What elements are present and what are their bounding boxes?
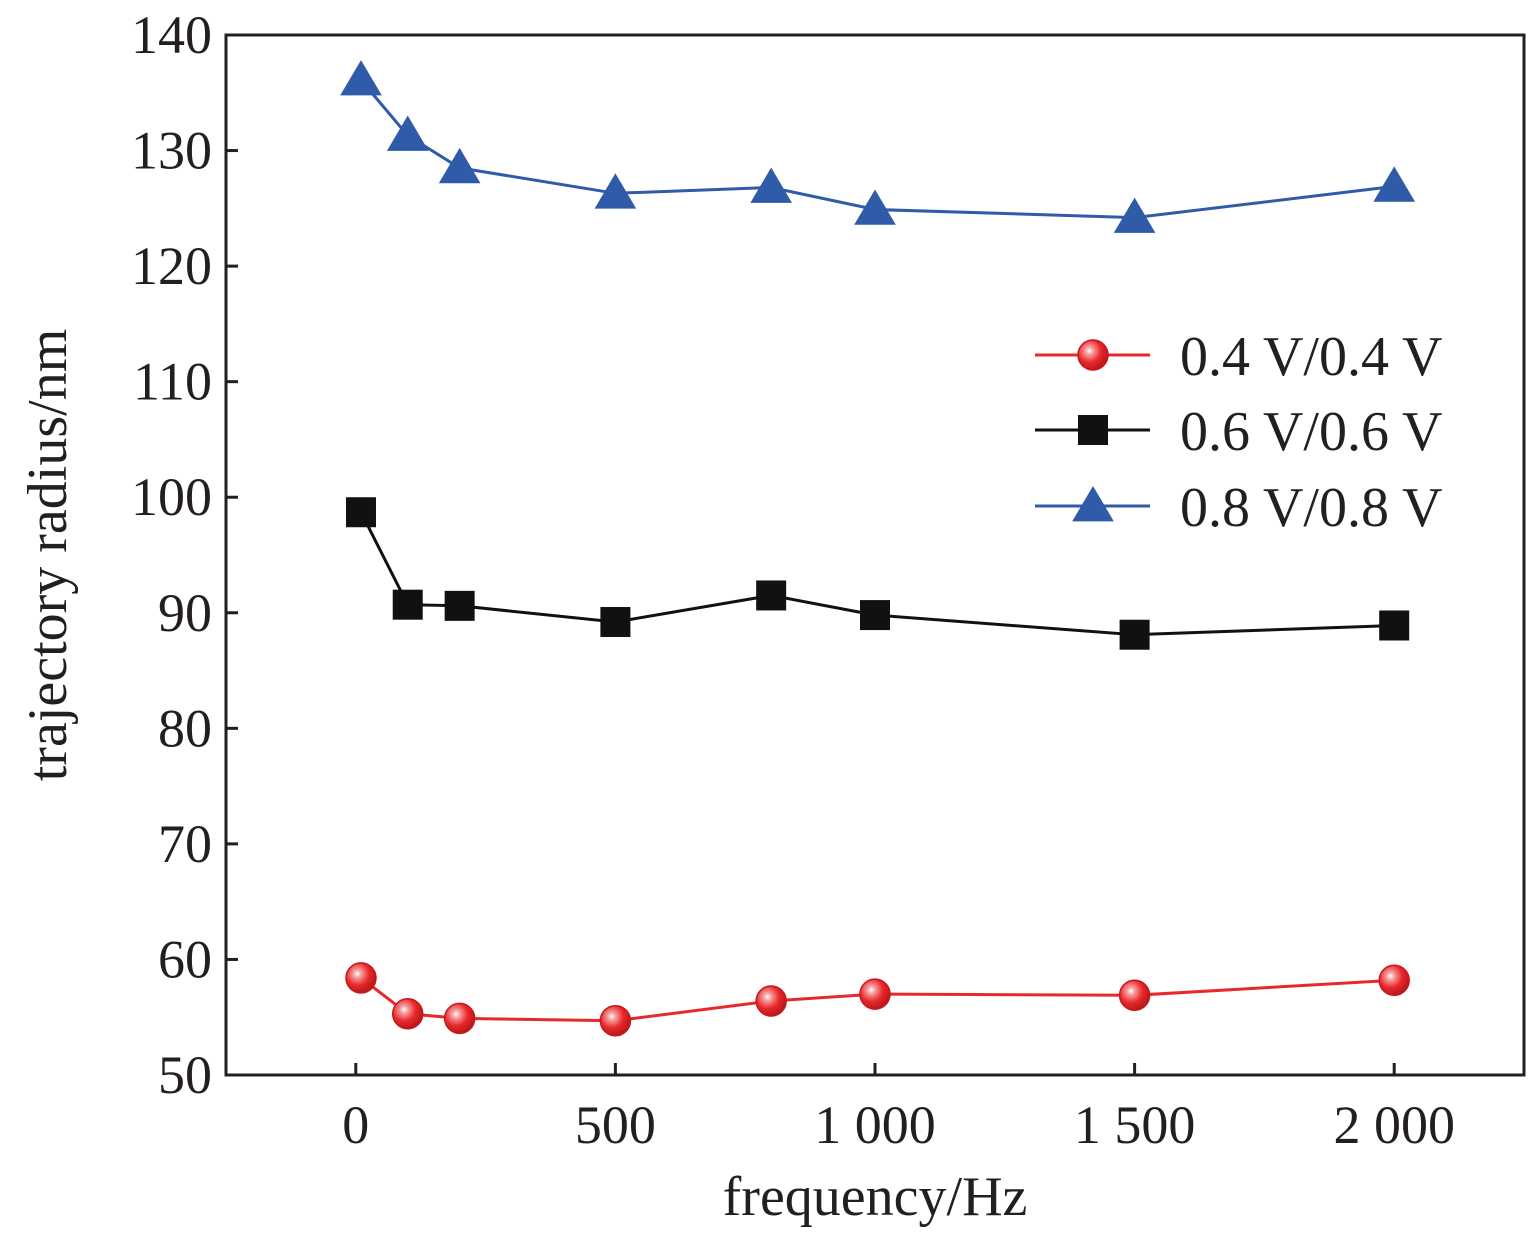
y-tick-label: 130 bbox=[131, 121, 212, 181]
series-2 bbox=[345, 497, 1410, 650]
data-point-square bbox=[444, 590, 475, 621]
data-point-triangle bbox=[750, 167, 792, 203]
y-tick-label: 70 bbox=[158, 814, 212, 874]
data-point-circle bbox=[599, 1004, 632, 1037]
x-tick-label: 1 000 bbox=[814, 1095, 936, 1155]
data-point-triangle bbox=[1373, 166, 1416, 202]
x-tick-label: 2 000 bbox=[1333, 1095, 1455, 1155]
data-point-circle bbox=[859, 978, 891, 1010]
x-tick-label: 0 bbox=[342, 1095, 369, 1155]
data-point-square bbox=[860, 600, 890, 631]
legend-marker-circle bbox=[1077, 339, 1109, 371]
legend-item: 0.6 V/0.6 V bbox=[1035, 401, 1442, 463]
data-point-square bbox=[600, 607, 631, 638]
data-point-square bbox=[756, 580, 787, 611]
data-point-circle bbox=[1118, 979, 1151, 1012]
y-tick-label: 140 bbox=[131, 5, 212, 65]
data-point-square bbox=[1379, 610, 1410, 641]
series-3 bbox=[340, 60, 1416, 233]
x-axis-title: frequency/Hz bbox=[723, 1166, 1028, 1228]
data-point-circle bbox=[443, 1002, 476, 1035]
legend-marker-square bbox=[1078, 415, 1108, 445]
series-1 bbox=[345, 962, 1410, 1037]
legend: 0.4 V/0.4 V 0.6 V/0.6 V 0.8 V/0.8 V bbox=[1035, 326, 1442, 539]
y-tick-label: 110 bbox=[133, 352, 212, 412]
y-tick-label: 50 bbox=[158, 1045, 212, 1105]
data-point-triangle bbox=[594, 173, 637, 209]
data-point-circle bbox=[1378, 964, 1410, 996]
y-axis-ticks: 50 60 70 80 90 100 110 120 130 140 bbox=[131, 5, 238, 1105]
legend-label: 0.6 V/0.6 V bbox=[1180, 401, 1442, 463]
legend-label: 0.8 V/0.8 V bbox=[1180, 477, 1442, 539]
legend-item: 0.8 V/0.8 V bbox=[1035, 477, 1442, 539]
x-axis-ticks: 0 500 1 000 1 500 2 000 bbox=[342, 1063, 1455, 1155]
legend-item: 0.4 V/0.4 V bbox=[1035, 326, 1442, 388]
y-tick-label: 80 bbox=[158, 698, 212, 758]
data-point-triangle bbox=[340, 60, 382, 96]
x-tick-label: 1 500 bbox=[1074, 1095, 1196, 1155]
data-point-square bbox=[392, 589, 423, 620]
x-tick-label: 500 bbox=[575, 1095, 656, 1155]
data-point-triangle bbox=[386, 115, 429, 151]
y-tick-label: 100 bbox=[131, 467, 212, 527]
series-layer bbox=[340, 60, 1416, 1037]
legend-label: 0.4 V/0.4 V bbox=[1180, 326, 1442, 388]
data-point-circle bbox=[755, 985, 787, 1017]
legend-marker-triangle bbox=[1072, 486, 1114, 522]
y-axis-title: trajectory radius/nm bbox=[17, 329, 79, 782]
data-point-square bbox=[1119, 619, 1150, 650]
y-tick-label: 90 bbox=[158, 583, 212, 643]
y-tick-label: 120 bbox=[131, 236, 212, 296]
data-point-triangle bbox=[854, 189, 896, 225]
data-point-square bbox=[345, 497, 376, 528]
data-point-circle bbox=[391, 998, 424, 1030]
y-tick-label: 60 bbox=[158, 929, 212, 989]
data-point-triangle bbox=[1113, 197, 1156, 233]
data-point-triangle bbox=[438, 147, 481, 184]
data-point-circle bbox=[345, 962, 377, 994]
